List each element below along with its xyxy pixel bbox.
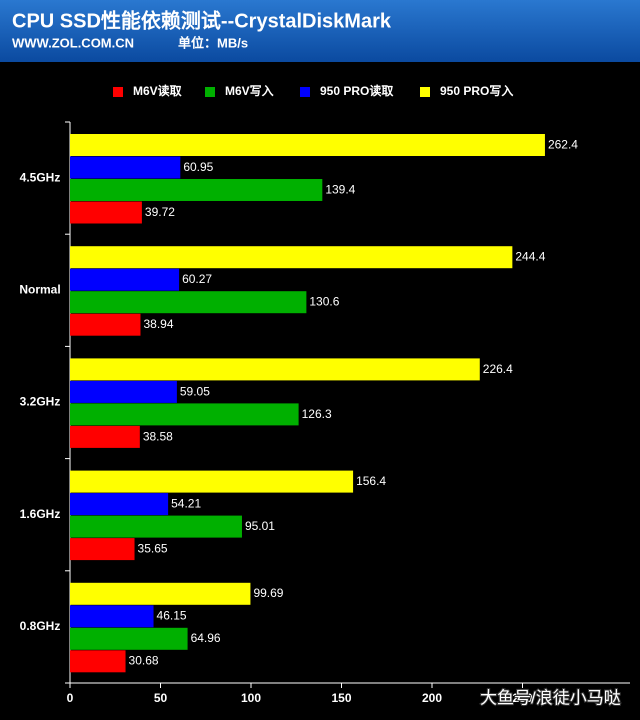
value-label: 244.4 (515, 250, 545, 264)
header-band (0, 0, 640, 62)
y-tick-label: 3.2GHz (20, 395, 61, 409)
bar (70, 403, 299, 426)
bar (70, 650, 126, 673)
value-label: 30.68 (129, 654, 159, 668)
legend-label: M6V读取 (133, 83, 182, 98)
bar (70, 246, 513, 269)
bar (70, 156, 181, 179)
y-tick-label: 0.8GHz (20, 619, 61, 633)
value-label: 99.69 (253, 586, 283, 600)
value-label: 54.21 (171, 497, 201, 511)
legend-label: 950 PRO读取 (320, 83, 393, 98)
value-label: 60.95 (183, 160, 213, 174)
legend-swatch (300, 87, 310, 97)
y-tick-label: Normal (19, 282, 60, 296)
x-tick-label: 50 (154, 691, 168, 705)
y-tick-label: 4.5GHz (20, 170, 61, 184)
value-label: 156.4 (356, 474, 386, 488)
bar (70, 470, 354, 493)
bar (70, 627, 188, 650)
value-label: 38.58 (143, 429, 173, 443)
legend-swatch (420, 87, 430, 97)
value-label: 262.4 (548, 137, 578, 151)
bar (70, 291, 307, 314)
x-tick-label: 250 (512, 691, 532, 705)
bar (70, 313, 141, 336)
watermark: 大鱼号/浪徒小马哒 (480, 688, 621, 707)
value-label: 35.65 (138, 542, 168, 556)
bar (70, 605, 154, 628)
y-tick-label: 1.6GHz (20, 507, 61, 521)
value-label: 226.4 (483, 362, 513, 376)
bar (70, 358, 480, 381)
bar (70, 425, 140, 448)
plot: M6V读取 M6V写入 950 PRO读取 950 PRO写入 0 50 100 150 200… (19, 83, 630, 705)
bar (70, 201, 142, 224)
value-label: 64.96 (191, 631, 221, 645)
x-tick-label: 0 (67, 691, 74, 705)
legend-swatch (205, 87, 215, 97)
value-label: 95.01 (245, 519, 275, 533)
value-label: 59.05 (180, 384, 210, 398)
bar (70, 268, 180, 291)
value-label: 60.27 (182, 272, 212, 286)
x-tick-label: 200 (422, 691, 442, 705)
value-label: 139.4 (325, 182, 355, 196)
bar (70, 134, 545, 156)
value-label: 126.3 (302, 407, 332, 421)
x-tick-label: 150 (331, 691, 351, 705)
legend-label: 950 PRO写入 (440, 84, 513, 98)
bar (70, 380, 177, 403)
value-label: 46.15 (157, 609, 187, 623)
bar (70, 493, 169, 516)
value-label: 130.6 (309, 295, 339, 309)
chart-title: CPU SSD性能依赖测试--CrystalDiskMark (12, 8, 392, 32)
legend-swatch (113, 87, 123, 97)
unit: 单位：MB/s (178, 35, 248, 50)
value-label: 38.94 (143, 317, 173, 331)
bar (70, 582, 251, 605)
bar (70, 179, 323, 201)
x-tick-label: 100 (241, 691, 261, 705)
source: WWW.ZOL.COM.CN (12, 35, 134, 50)
legend-label: M6V写入 (225, 84, 274, 98)
value-label: 39.72 (145, 205, 175, 219)
bar (70, 515, 242, 538)
bar (70, 538, 135, 561)
